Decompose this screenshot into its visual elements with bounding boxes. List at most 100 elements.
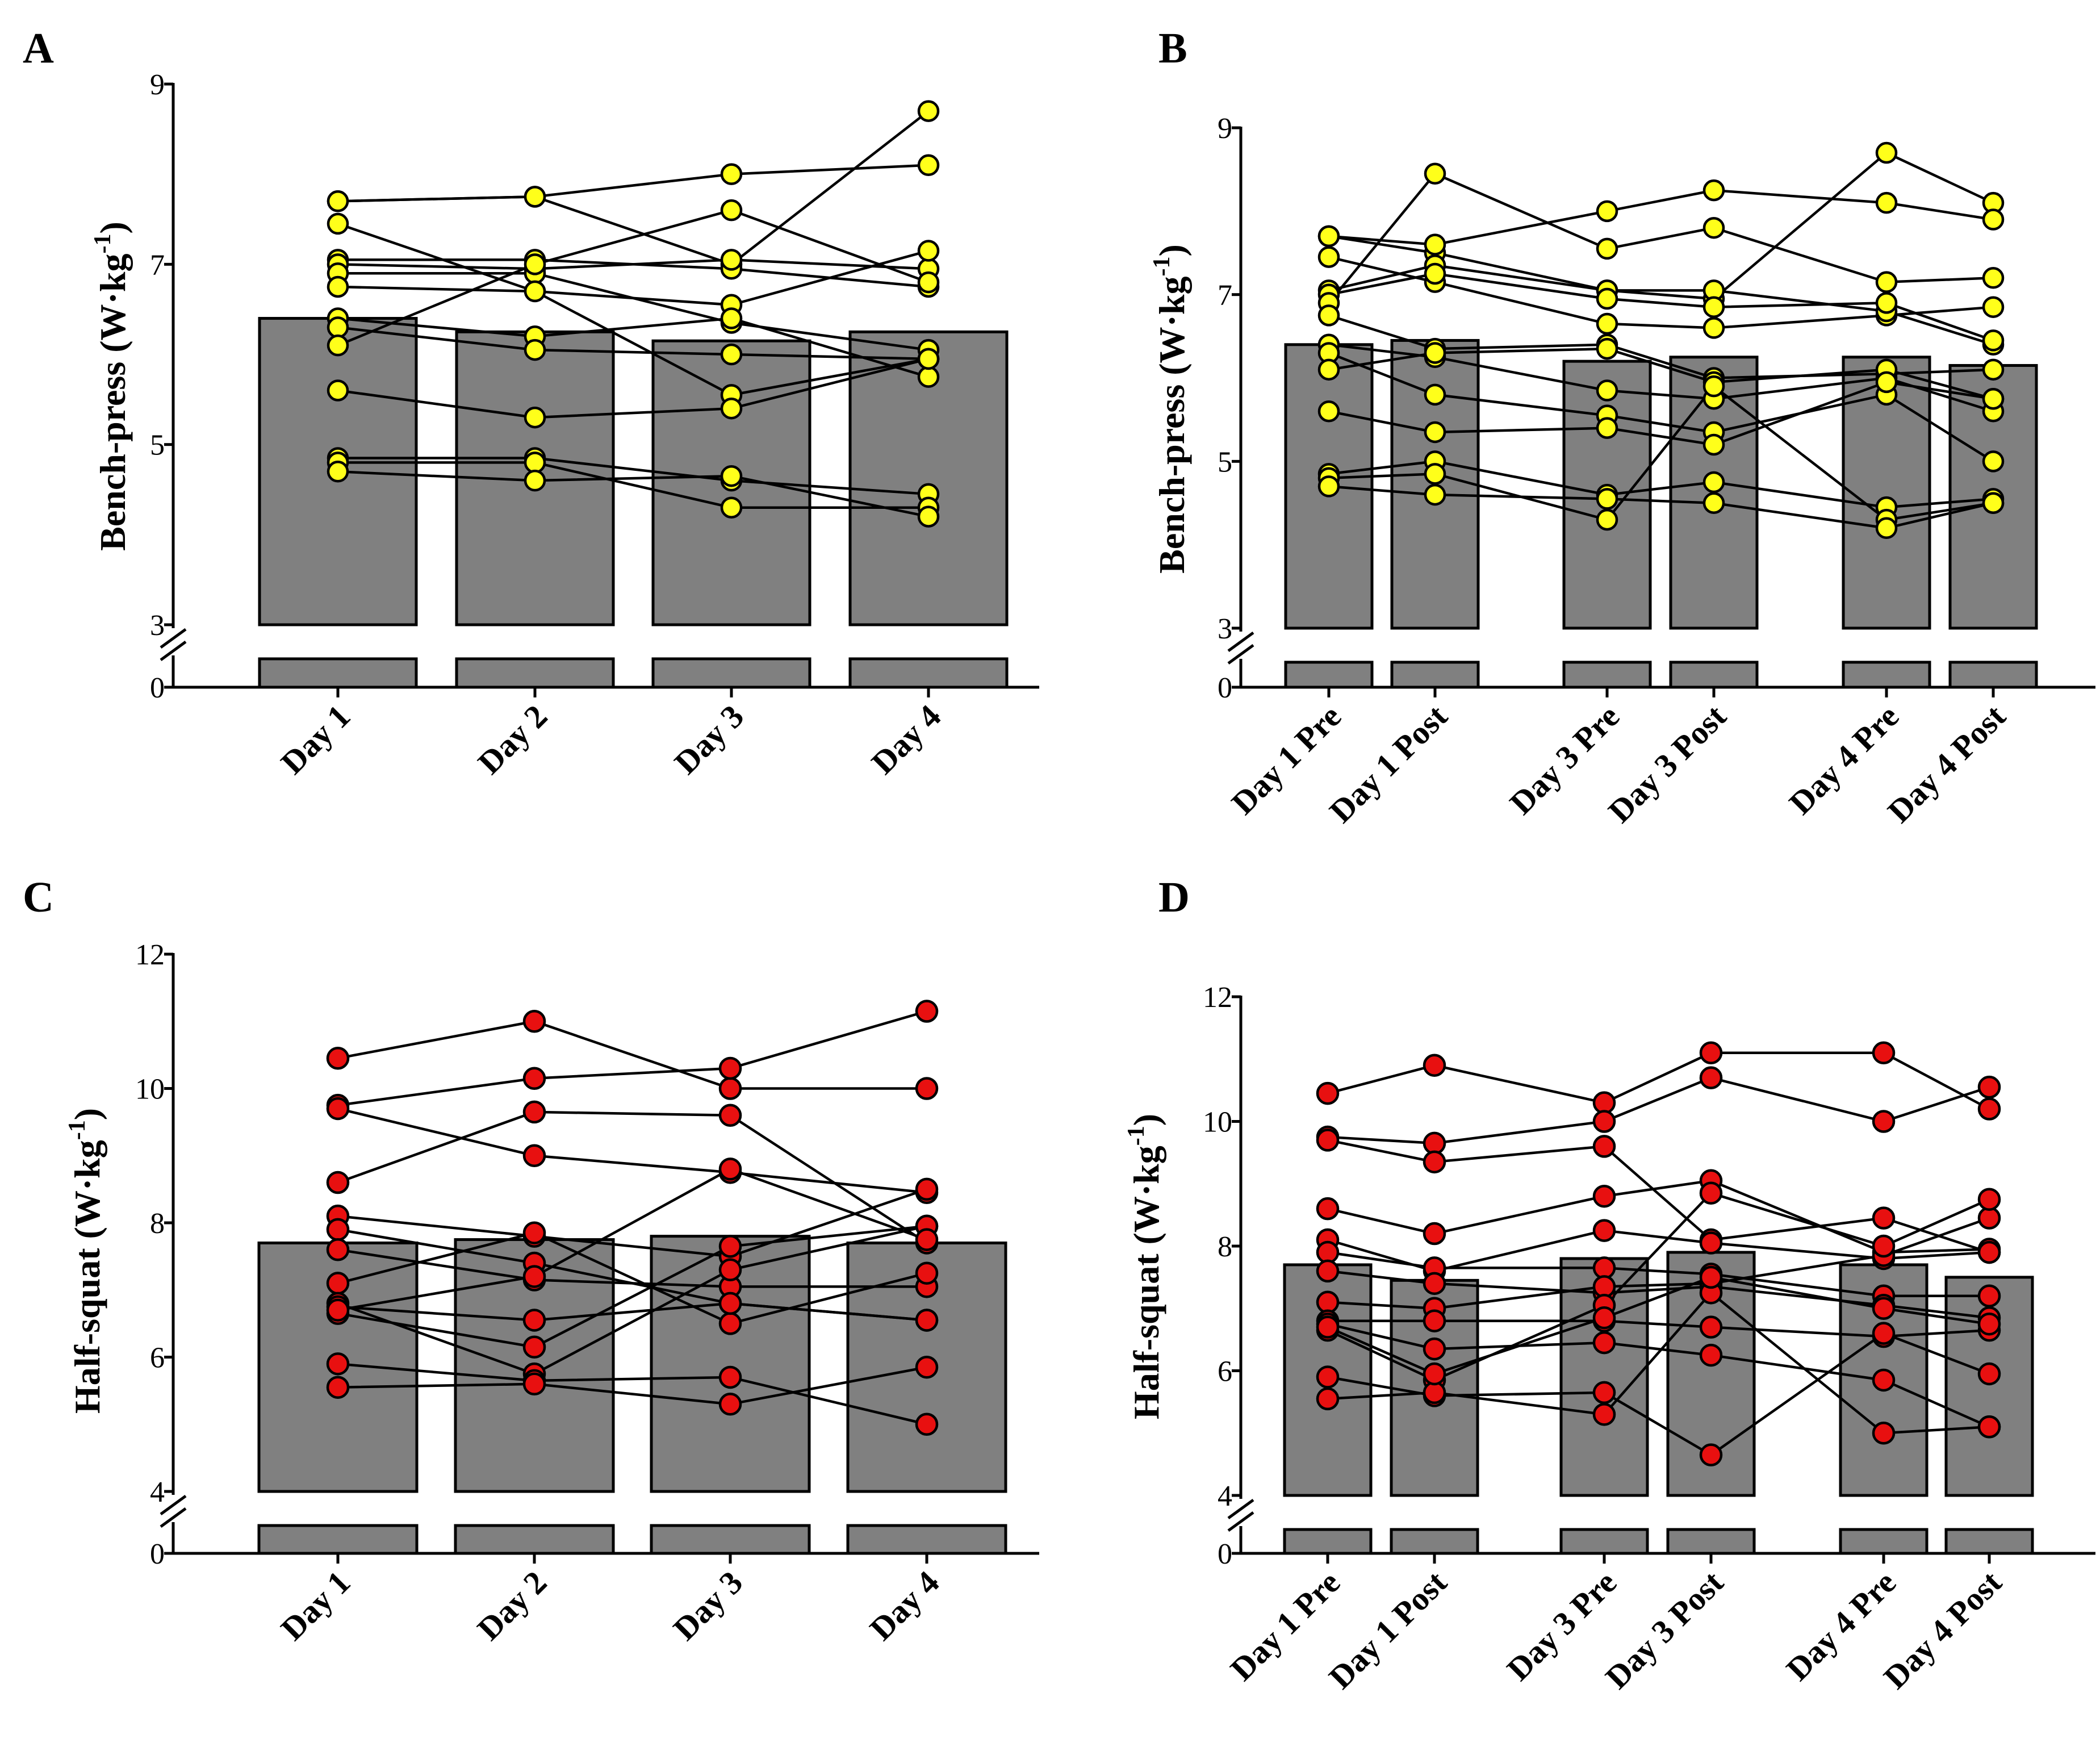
subject-line: [1328, 485, 1994, 530]
data-point: [1423, 1309, 1446, 1332]
data-point: [917, 154, 940, 177]
data-point: [1592, 1331, 1616, 1355]
data-point: [1592, 1184, 1616, 1208]
axis-break-mark: [1227, 1511, 1254, 1532]
subject-line: [1327, 1269, 1990, 1319]
data-point: [522, 1221, 546, 1244]
y-tick-label: 10: [1203, 1106, 1232, 1139]
data-point: [1977, 1284, 2001, 1308]
data-point: [524, 452, 546, 474]
data-point: [326, 1238, 350, 1261]
data-point: [1875, 191, 1898, 214]
bar-lower-segment: [1839, 1528, 1929, 1555]
subject-line: [337, 1010, 927, 1107]
data-point: [1699, 1443, 1723, 1466]
data-point: [718, 1056, 742, 1080]
data-point: [1423, 1381, 1446, 1405]
data-point: [720, 163, 743, 185]
data-point: [915, 1228, 939, 1251]
subject-line: [1328, 385, 1994, 521]
subject-line: [337, 1225, 927, 1349]
data-point: [522, 1265, 546, 1288]
y-tick-label: 9: [1218, 112, 1232, 145]
axis-break-mark: [160, 1507, 187, 1528]
data-point: [1702, 375, 1725, 398]
data-point: [326, 1376, 350, 1399]
data-point: [326, 1352, 350, 1376]
y-tick-label: 10: [135, 1073, 165, 1106]
data-point: [915, 1412, 939, 1436]
data-point: [327, 379, 349, 402]
data-point: [1977, 1312, 2001, 1336]
data-point: [1316, 1387, 1340, 1411]
data-point: [1596, 200, 1618, 223]
data-point: [1317, 358, 1340, 381]
subject-line: [1328, 172, 1994, 304]
subject-line: [1327, 1192, 1990, 1382]
data-point: [1982, 296, 2005, 318]
subject-line: [337, 1225, 927, 1376]
axis-break-mark: [1227, 1498, 1254, 1520]
data-point: [1872, 1422, 1896, 1445]
data-point: [1316, 1315, 1340, 1339]
subject-line: [1328, 1319, 1990, 1338]
data-point: [1424, 483, 1446, 506]
data-point: [1596, 417, 1618, 439]
data-point: [1596, 237, 1618, 260]
bar-lower-segment: [848, 657, 1009, 689]
data-point: [1872, 1206, 1896, 1230]
data-point: [326, 1272, 350, 1295]
data-point: [720, 343, 743, 366]
data-point: [1592, 1381, 1616, 1405]
data-point: [326, 1298, 350, 1322]
data-point: [1982, 450, 2005, 473]
data-point: [718, 1312, 742, 1335]
data-point: [1699, 1265, 1723, 1289]
data-point: [1316, 1129, 1340, 1152]
subject-line: [337, 208, 929, 347]
data-point: [1316, 1365, 1340, 1389]
subject-line: [337, 1248, 927, 1288]
data-point: [1699, 1041, 1723, 1065]
data-point: [1596, 312, 1618, 335]
data-point: [1702, 471, 1725, 494]
axis-break-mark: [1227, 643, 1254, 665]
data-point: [1316, 1290, 1340, 1314]
y-tick-label: 7: [150, 249, 165, 281]
data-point: [1316, 1081, 1340, 1105]
data-point: [1423, 1222, 1446, 1246]
subject-line: [337, 1363, 927, 1426]
data-point: [720, 199, 743, 222]
subject-line: [337, 317, 929, 378]
y-tick-label: 4: [150, 1476, 165, 1508]
y-tick-label: 7: [1218, 279, 1232, 312]
subject-line: [337, 1302, 927, 1322]
y-tick-label: 12: [1203, 981, 1232, 1014]
subject-line: [1328, 381, 1994, 446]
data-point: [1423, 1131, 1446, 1155]
data-point: [1875, 292, 1898, 314]
data-point: [720, 307, 743, 329]
bar-lower-segment: [258, 657, 418, 689]
data-point: [917, 366, 940, 388]
data-point: [327, 190, 349, 212]
data-point: [326, 1218, 350, 1242]
bar-lower-segment: [1284, 661, 1374, 689]
data-point: [524, 253, 546, 275]
data-point: [1982, 387, 2005, 410]
data-point: [1875, 141, 1898, 164]
data-point: [1982, 492, 2005, 514]
subject-line: [1328, 460, 1994, 509]
data-point: [1977, 1415, 2001, 1439]
subject-line: [1328, 314, 1994, 379]
data-point: [720, 397, 743, 420]
subject-line: [1327, 1276, 1990, 1376]
data-point: [917, 348, 940, 370]
subject-line: [337, 164, 929, 203]
data-point: [1592, 1403, 1616, 1426]
y-axis-title-main: Half-squat (W·kg: [1126, 1146, 1166, 1419]
axis-break-mark: [160, 640, 187, 662]
bar-lower-segment: [1669, 661, 1759, 689]
data-point: [915, 1077, 939, 1100]
